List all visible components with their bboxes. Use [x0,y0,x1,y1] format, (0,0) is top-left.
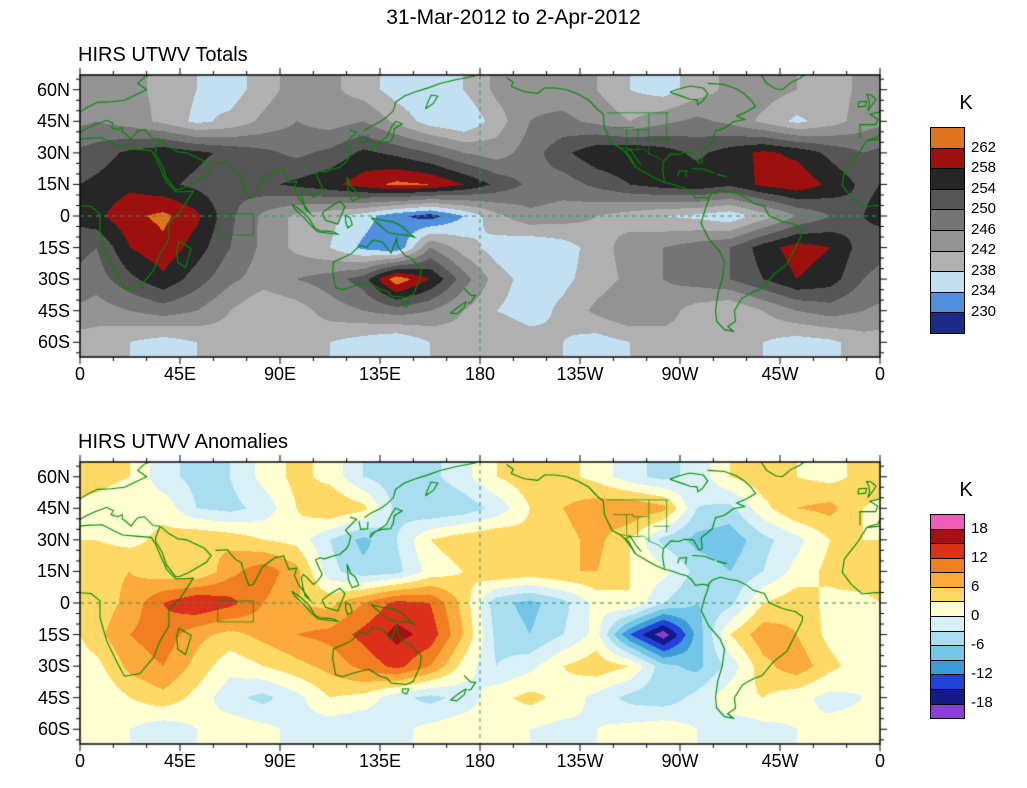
totals-x-tick-label: 90W [661,364,699,384]
totals-y-tick-label: 30S [37,269,70,290]
totals-colorbar-tick-label: 262 [971,138,997,156]
anomalies-x-tick-label: 135W [556,751,604,771]
anomalies-colorbar-box [931,688,964,704]
anomalies-y-tick-label: 30N [36,529,70,550]
anomalies-x-tick-label: 90W [661,751,699,771]
totals-y-tick-label: 45N [36,111,70,132]
anomalies-colorbar-tick-label: -6 [971,635,985,653]
anomalies-y-tick-label: 60N [36,466,70,487]
anomalies-x-tick-label: 45E [163,751,197,771]
totals-x-tick-label: 45E [163,364,197,384]
anomalies-colorbar-box [931,586,964,602]
anomalies-map-canvas [68,450,892,756]
panel-title-anomalies: HIRS UTWV Anomalies [78,431,289,453]
anomalies-y-tick-label: 60S [37,719,70,740]
main-title: 31-Mar-2012 to 2-Apr-2012 [386,6,641,29]
anomalies-y-tick-label: 15S [37,624,70,645]
totals-y-tick-label: 30N [36,142,70,163]
anomalies-x-tick-label: 0 [874,751,885,771]
panel-title-totals: HIRS UTWV Totals [78,44,248,66]
anomalies-y-tick-label: 0 [59,593,70,613]
anomalies-colorbar-tick-label: 18 [971,519,988,537]
anomalies-x-tick-label: 45W [761,751,799,771]
anomalies-colorbar-box [931,572,964,587]
totals-colorbar-box [931,188,964,210]
totals-x-tick-label: 135E [358,364,402,384]
totals-y-tick-label: 60S [37,332,70,353]
anomalies-colorbar-tick-label: -12 [971,664,993,682]
anomalies-colorbar-tick-label: -18 [971,693,993,711]
anomalies-colorbar-tick-label: 0 [971,606,980,624]
anomalies-colorbar-box [931,528,964,544]
anomalies-y-tick-label: 45N [36,498,70,519]
totals-colorbar-box [931,128,964,148]
totals-y-tick-label: 0 [59,206,70,226]
totals-colorbar-tick-label: 242 [971,241,997,258]
totals-colorbar-tick-label: 250 [971,200,997,217]
anomalies-x-tick-label: 135E [358,751,402,771]
totals-colorbar-box [931,168,964,189]
totals-x-tick-label: 135W [556,364,604,384]
totals-colorbar-box [931,250,964,272]
anomalies-colorbar-box [931,674,964,689]
totals-colorbar-tick-label: 238 [971,261,997,279]
anomalies-colorbar-box [931,616,964,631]
anomalies-colorbar-box [931,703,964,719]
colorbar-title-anomalies: K [959,479,973,501]
anomalies-colorbar [930,514,965,719]
totals-colorbar-box [931,271,964,292]
anomalies-y-tick-label: 45S [37,687,70,708]
totals-colorbar-tick-label: 258 [971,159,997,176]
anomalies-colorbar-box [931,543,964,558]
totals-x-tick-label: 180 [464,364,496,384]
anomalies-y-tick-label: 30S [37,656,70,677]
anomalies-colorbar-box [931,645,964,660]
anomalies-colorbar-box [931,601,964,617]
totals-map-canvas [68,63,892,369]
anomalies-y-tick-label: 15N [36,561,70,582]
anomalies-colorbar-tick-label: 6 [971,577,980,595]
totals-colorbar-tick-label: 246 [971,220,997,238]
totals-x-tick-label: 0 [74,364,85,384]
totals-colorbar [930,127,965,334]
totals-colorbar-tick-label: 254 [971,179,997,197]
totals-x-tick-label: 90E [263,364,297,384]
anomalies-colorbar-box [931,659,964,675]
colorbar-title-totals: K [959,92,973,114]
totals-x-tick-label: 0 [874,364,885,384]
anomalies-x-tick-label: 180 [464,751,496,771]
totals-y-tick-label: 60N [36,79,70,100]
totals-y-tick-label: 45S [37,300,70,321]
totals-y-tick-label: 15S [37,237,70,258]
anomalies-x-tick-label: 0 [74,751,85,771]
anomalies-x-tick-label: 90E [263,751,297,771]
totals-colorbar-tick-label: 234 [971,282,997,299]
totals-x-tick-label: 45W [761,364,799,384]
anomalies-colorbar-box [931,515,964,529]
totals-colorbar-box [931,229,964,251]
anomalies-colorbar-box [931,630,964,646]
anomalies-colorbar-tick-label: 12 [971,548,988,566]
totals-colorbar-box [931,209,964,230]
totals-y-tick-label: 15N [36,174,70,195]
totals-colorbar-box [931,312,964,333]
totals-colorbar-box [931,291,964,313]
totals-colorbar-tick-label: 230 [971,302,997,320]
totals-colorbar-box [931,147,964,169]
anomalies-colorbar-box [931,557,964,573]
